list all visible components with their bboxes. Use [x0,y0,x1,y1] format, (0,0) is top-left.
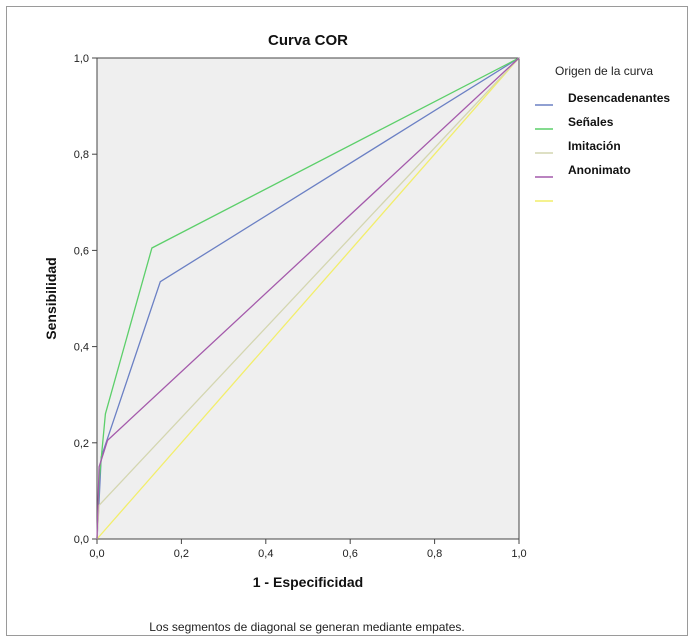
legend-title: Origen de la curva [555,64,653,78]
y-tick-label: 0,8 [74,149,89,161]
x-tick-label: 0,2 [174,548,189,560]
chart-title: Curva COR [268,32,348,49]
y-tick-label: 1,0 [74,53,89,65]
y-tick-label: 0,4 [74,342,89,354]
y-tick-label: 0,0 [74,534,89,546]
x-tick-label: 0,8 [427,548,442,560]
x-tick-label: 0,6 [343,548,358,560]
curve-anonimato [96,57,520,540]
chart-frame: Curva COR 0,0 0,2 0,4 0,6 0,8 1,0 0,0 0,2 0,4 0,6… [6,6,688,636]
legend: Desencadenantes Señales Imitación Anonimato [535,91,670,202]
legend-label: Desencadenantes [568,91,670,105]
legend-label: Anonimato [568,163,631,177]
footnote: Los segmentos de diagonal se generan med… [149,620,465,634]
x-axis-title: 1 - Especificidad [253,574,363,590]
x-tick-label: 1,0 [511,548,526,560]
curve-lines [96,57,520,540]
y-tick-label: 0,2 [74,438,89,450]
diagonal-reference-line [96,57,520,540]
x-tick-label: 0,4 [258,548,273,560]
legend-label: Imitación [568,139,621,153]
legend-label: Señales [568,115,614,129]
roc-chart: Curva COR 0,0 0,2 0,4 0,6 0,8 1,0 0,0 0,2 0,4 0,6… [43,32,670,634]
y-axis-title: Sensibilidad [43,257,59,339]
y-tick-label: 0,6 [74,245,89,257]
axis-ticks: 0,0 0,2 0,4 0,6 0,8 1,0 0,0 0,2 0,4 0,6 0,8 1,0 [74,53,527,560]
x-tick-label: 0,0 [89,548,104,560]
